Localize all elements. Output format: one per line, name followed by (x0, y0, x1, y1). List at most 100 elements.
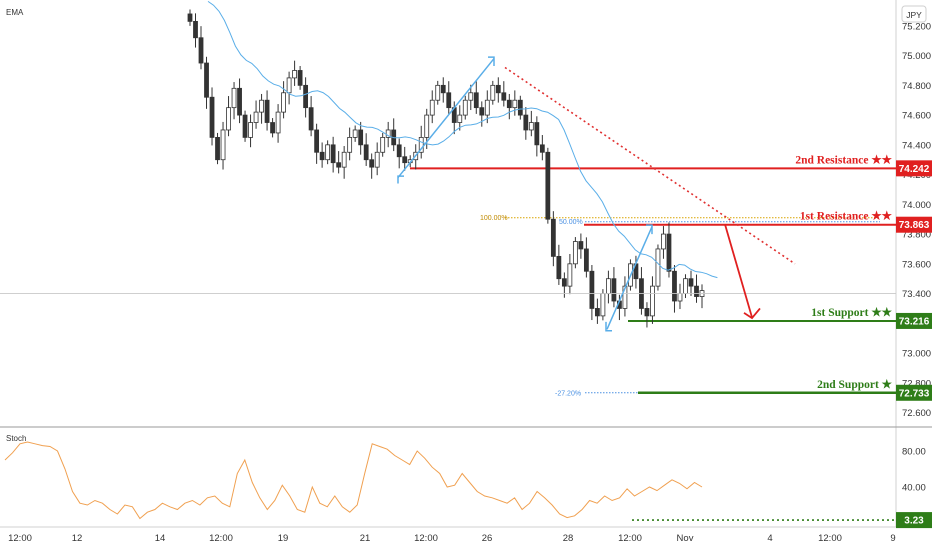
candle-body (468, 92, 474, 101)
candle-body (231, 87, 237, 109)
time-tick-label: 12:00 (209, 533, 233, 544)
candle-body (661, 233, 666, 250)
candle-body (683, 278, 688, 294)
symbol-badge[interactable]: JPY (901, 5, 927, 23)
candle-body (512, 99, 518, 109)
candle-body (347, 137, 353, 153)
candle-body (297, 70, 303, 86)
ema-line (0, 0, 896, 294)
time-tick-label: 21 (360, 533, 371, 544)
candle-body (561, 278, 567, 287)
candle-body (688, 278, 694, 287)
downtrend-line (504, 66, 796, 265)
level-label: 1st Support ★★ (811, 306, 892, 319)
candle-body (292, 70, 298, 79)
fib-label-100: 100.00% (480, 215, 508, 222)
level-label: 2nd Support ★ (817, 378, 893, 391)
candle-body (655, 248, 661, 287)
level-label: 1st Resistance ★★ (800, 210, 893, 223)
candle-body (534, 122, 540, 146)
time-tick-label: 26 (482, 533, 493, 544)
candle-body (429, 99, 435, 116)
candle-body (578, 241, 584, 250)
time-tick-label: 19 (278, 533, 289, 544)
candle-body (611, 278, 617, 302)
candle-body (666, 233, 672, 272)
candle-body (523, 114, 529, 131)
level-price-text: 73.863 (899, 220, 930, 231)
candle-body (677, 293, 683, 302)
price-pane[interactable] (0, 0, 896, 427)
candle-body (358, 129, 364, 146)
price-tick-label: 74.400 (902, 140, 931, 151)
candle-body (314, 129, 320, 153)
projection-arrow-line (724, 224, 753, 318)
time-tick-label: 12:00 (8, 533, 32, 544)
candle-body (209, 96, 215, 138)
time-tick-label: 12:00 (618, 533, 642, 544)
candle-body (374, 151, 380, 168)
candle-body (556, 255, 562, 280)
candle-body (204, 62, 209, 98)
candle-body (528, 122, 534, 131)
stoch-value-badge (896, 512, 932, 529)
level-label: 2nd Resistance ★★ (795, 153, 892, 166)
candle-body (237, 87, 242, 116)
candle-body (402, 156, 408, 164)
candle-body (506, 99, 512, 109)
candle-body (215, 137, 220, 161)
candle-body (380, 137, 386, 153)
candle-body (539, 144, 545, 153)
candle-body (694, 285, 699, 297)
price-tick-label: 72.800 (902, 378, 931, 389)
candle-body (281, 92, 286, 113)
time-tick-label: 12 (72, 533, 83, 544)
candle-body (424, 114, 430, 138)
candle-body (594, 308, 600, 317)
stoch-indicator-label[interactable]: Stoch (6, 434, 26, 443)
candle-body (226, 107, 231, 131)
candle-body (418, 137, 424, 153)
candle-body (490, 84, 496, 101)
candle-body (248, 122, 253, 138)
level-price-text: 73.216 (899, 316, 930, 327)
stoch-value-text: 3.23 (904, 516, 924, 527)
impulse-line (397, 58, 495, 179)
price-tick-label: 73.600 (902, 259, 931, 270)
stoch-series-line (4, 441, 703, 520)
candle-body (336, 162, 342, 168)
price-tick-label: 73.400 (902, 289, 931, 300)
candle-body (589, 270, 595, 309)
candle-body (253, 111, 259, 123)
correction-arrow-head (646, 224, 653, 235)
impulse-arrow-head (488, 56, 495, 67)
fib-label-50: 50.00% (559, 219, 583, 226)
candle-body (572, 241, 578, 265)
time-tick-label: 9 (890, 533, 895, 544)
price-tick-label: 72.600 (902, 408, 931, 419)
candle-body (440, 84, 446, 94)
candle-body (672, 270, 677, 302)
price-tick-label: 75.000 (902, 51, 931, 62)
price-tick-label: 73.000 (902, 349, 931, 360)
drawings (397, 56, 796, 332)
candle-body (517, 99, 523, 116)
candle-body (495, 84, 501, 94)
candle-body (369, 159, 375, 168)
symbol-badge-box (901, 5, 927, 23)
ema-indicator-label[interactable]: EMA (6, 8, 24, 17)
candle-body (341, 151, 347, 168)
time-tick-label: 14 (155, 533, 166, 544)
candle-body (650, 285, 655, 317)
price-tick-label: 74.000 (902, 200, 931, 211)
level-price-badge (896, 216, 932, 233)
candle-body (396, 144, 402, 158)
candle-body (622, 285, 628, 309)
candle-body (242, 114, 248, 138)
correction-arrow-tail (605, 321, 612, 332)
impulse-arrow-tail (397, 175, 404, 184)
time-tick-label: Nov (677, 533, 694, 544)
correction-line (606, 226, 653, 330)
candle-body (286, 77, 292, 94)
